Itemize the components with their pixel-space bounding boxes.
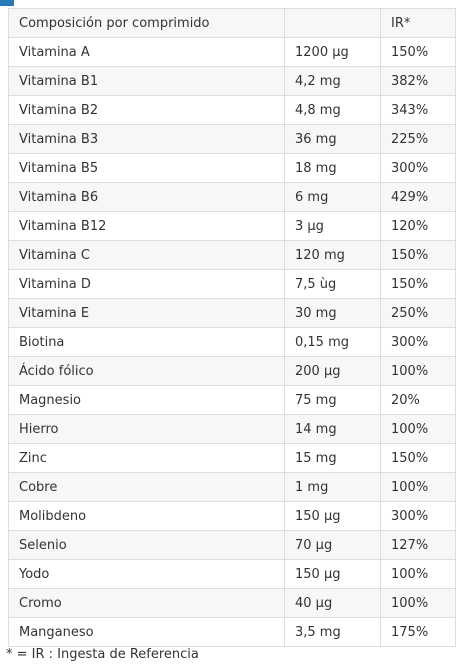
nutrient-amount: 36 mg xyxy=(284,124,381,154)
table-header-row: Composición por comprimido IR* xyxy=(8,8,456,38)
table-row: Vitamina A 1200 µg 150% xyxy=(8,37,456,67)
nutrient-ir: 225% xyxy=(380,124,456,154)
nutrient-amount: 18 mg xyxy=(284,153,381,183)
nutrient-amount: 30 mg xyxy=(284,298,381,328)
nutrient-ir: 300% xyxy=(380,501,456,531)
nutrient-amount: 4,2 mg xyxy=(284,66,381,96)
nutrient-name: Vitamina B5 xyxy=(8,153,285,183)
table-row: Cobre 1 mg 100% xyxy=(8,472,456,502)
nutrient-ir: 150% xyxy=(380,240,456,270)
nutrient-name: Vitamina C xyxy=(8,240,285,270)
nutrient-name: Selenio xyxy=(8,530,285,560)
table-row: Vitamina E 30 mg 250% xyxy=(8,298,456,328)
nutrient-name: Cobre xyxy=(8,472,285,502)
nutrient-ir: 175% xyxy=(380,617,456,647)
nutrient-ir: 120% xyxy=(380,211,456,241)
nutrient-amount: 15 mg xyxy=(284,443,381,473)
table-row: Biotina 0,15 mg 300% xyxy=(8,327,456,357)
nutrient-ir: 382% xyxy=(380,66,456,96)
nutrient-ir: 100% xyxy=(380,356,456,386)
nutrient-ir: 127% xyxy=(380,530,456,560)
nutrient-name: Ácido fólico xyxy=(8,356,285,386)
nutrient-name: Vitamina D xyxy=(8,269,285,299)
table-row: Zinc 15 mg 150% xyxy=(8,443,456,473)
table-row: Yodo 150 µg 100% xyxy=(8,559,456,589)
nutrient-name: Zinc xyxy=(8,443,285,473)
nutrient-name: Molibdeno xyxy=(8,501,285,531)
nutrient-name: Cromo xyxy=(8,588,285,618)
nutrient-ir: 150% xyxy=(380,443,456,473)
nutrient-amount: 150 µg xyxy=(284,501,381,531)
table-row: Cromo 40 µg 100% xyxy=(8,588,456,618)
nutrient-name: Hierro xyxy=(8,414,285,444)
nutrient-ir: 100% xyxy=(380,588,456,618)
nutrient-ir: 150% xyxy=(380,37,456,67)
nutrient-amount: 3,5 mg xyxy=(284,617,381,647)
nutrient-ir: 300% xyxy=(380,327,456,357)
table-row: Vitamina D 7,5 ùg 150% xyxy=(8,269,456,299)
header-ir: IR* xyxy=(380,8,456,38)
nutrient-ir: 100% xyxy=(380,472,456,502)
top-accent-bar xyxy=(0,0,14,6)
nutrient-amount: 1200 µg xyxy=(284,37,381,67)
nutrient-amount: 3 µg xyxy=(284,211,381,241)
table-row: Manganeso 3,5 mg 175% xyxy=(8,617,456,647)
table-row: Magnesio 75 mg 20% xyxy=(8,385,456,415)
nutrient-name: Yodo xyxy=(8,559,285,589)
nutrient-amount: 150 µg xyxy=(284,559,381,589)
nutrient-amount: 7,5 ùg xyxy=(284,269,381,299)
nutrient-ir: 250% xyxy=(380,298,456,328)
nutrient-amount: 200 µg xyxy=(284,356,381,386)
nutrient-ir: 300% xyxy=(380,153,456,183)
nutrient-ir: 100% xyxy=(380,414,456,444)
footnote: * = IR : Ingesta de Referencia xyxy=(6,647,199,662)
nutrient-amount: 70 µg xyxy=(284,530,381,560)
header-amount xyxy=(284,8,381,38)
nutrient-name: Vitamina A xyxy=(8,37,285,67)
nutrient-ir: 343% xyxy=(380,95,456,125)
composition-table-body: Composición por comprimido IR* Vitamina … xyxy=(8,8,456,647)
nutrient-name: Magnesio xyxy=(8,385,285,415)
nutrient-amount: 6 mg xyxy=(284,182,381,212)
table-row: Vitamina B2 4,8 mg 343% xyxy=(8,95,456,125)
nutrient-ir: 20% xyxy=(380,385,456,415)
nutrient-name: Vitamina B6 xyxy=(8,182,285,212)
table-row: Hierro 14 mg 100% xyxy=(8,414,456,444)
nutrient-name: Vitamina E xyxy=(8,298,285,328)
table-row: Selenio 70 µg 127% xyxy=(8,530,456,560)
table-row: Molibdeno 150 µg 300% xyxy=(8,501,456,531)
nutrient-amount: 75 mg xyxy=(284,385,381,415)
table-row: Vitamina B5 18 mg 300% xyxy=(8,153,456,183)
nutrient-ir: 100% xyxy=(380,559,456,589)
nutrient-ir: 429% xyxy=(380,182,456,212)
table-row: Ácido fólico 200 µg 100% xyxy=(8,356,456,386)
table-row: Vitamina B1 4,2 mg 382% xyxy=(8,66,456,96)
nutrient-amount: 1 mg xyxy=(284,472,381,502)
nutrient-name: Manganeso xyxy=(8,617,285,647)
table-row: Vitamina B6 6 mg 429% xyxy=(8,182,456,212)
table-row: Vitamina C 120 mg 150% xyxy=(8,240,456,270)
nutrient-amount: 14 mg xyxy=(284,414,381,444)
nutrient-amount: 4,8 mg xyxy=(284,95,381,125)
nutrient-amount: 0,15 mg xyxy=(284,327,381,357)
nutrient-name: Biotina xyxy=(8,327,285,357)
table-row: Vitamina B3 36 mg 225% xyxy=(8,124,456,154)
nutrient-name: Vitamina B2 xyxy=(8,95,285,125)
composition-table: Composición por comprimido IR* Vitamina … xyxy=(8,8,456,647)
header-composition: Composición por comprimido xyxy=(8,8,285,38)
nutrient-amount: 120 mg xyxy=(284,240,381,270)
nutrient-name: Vitamina B1 xyxy=(8,66,285,96)
table-row: Vitamina B12 3 µg 120% xyxy=(8,211,456,241)
nutrient-amount: 40 µg xyxy=(284,588,381,618)
nutrient-name: Vitamina B3 xyxy=(8,124,285,154)
nutrient-name: Vitamina B12 xyxy=(8,211,285,241)
nutrient-ir: 150% xyxy=(380,269,456,299)
